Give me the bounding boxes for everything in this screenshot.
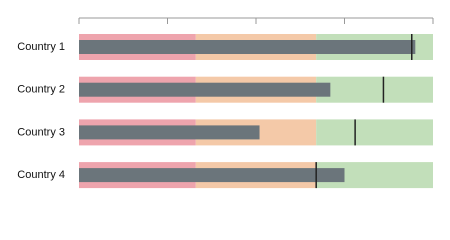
bar [79,125,260,140]
chart: Country 1 Country 2 Country 3 Country 4 [17,17,434,189]
y-tick-label: Country 1 [17,41,65,53]
y-tick-label: Country 3 [17,126,65,138]
range-band [316,76,433,103]
y-tick-label: Country 2 [17,84,65,96]
bar [79,40,416,54]
bar [79,82,331,97]
y-tick-label: Country 4 [17,169,65,181]
range-band [316,119,433,146]
bar [79,168,345,183]
